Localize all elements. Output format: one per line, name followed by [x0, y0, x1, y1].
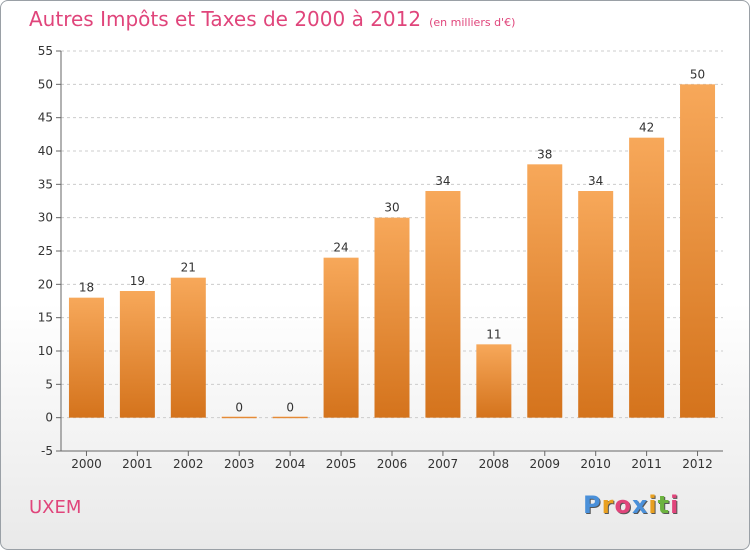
x-tick-label: 2008 — [479, 457, 510, 471]
logo-letter: o — [614, 491, 632, 519]
bar — [221, 416, 257, 419]
data-label: 24 — [333, 241, 348, 255]
bar — [629, 137, 665, 418]
x-tick-label: 2009 — [529, 457, 560, 471]
y-tick-label: 50 — [38, 77, 53, 91]
logo-letter: i — [670, 491, 680, 519]
x-tick-label: 2006 — [377, 457, 408, 471]
bar — [119, 291, 155, 418]
logo-letter: t — [657, 491, 671, 519]
data-label: 18 — [79, 281, 94, 295]
x-tick-label: 2000 — [71, 457, 102, 471]
bar — [578, 191, 614, 418]
y-tick-label: 25 — [38, 244, 53, 258]
data-label: 34 — [588, 174, 603, 188]
data-label: 34 — [435, 174, 450, 188]
x-tick-label: 2004 — [275, 457, 306, 471]
bar — [272, 416, 308, 419]
logo-letter: i — [648, 491, 658, 519]
x-tick-label: 2007 — [428, 457, 459, 471]
y-tick-label: 30 — [38, 211, 53, 225]
y-tick-label: 5 — [45, 377, 53, 391]
data-label: 42 — [639, 121, 654, 135]
x-tick-label: 2001 — [122, 457, 153, 471]
y-tick-label: 10 — [38, 344, 53, 358]
y-tick-label: 20 — [38, 277, 53, 291]
y-tick-label: 55 — [38, 44, 53, 58]
x-tick-label: 2002 — [173, 457, 204, 471]
chart-title-text: Autres Impôts et Taxes de 2000 à 2012 — [29, 7, 422, 31]
data-label: 0 — [286, 401, 294, 415]
x-tick-label: 2011 — [631, 457, 662, 471]
data-label: 21 — [181, 261, 196, 275]
logo-letter: r — [601, 491, 615, 519]
y-tick-label: 35 — [38, 177, 53, 191]
chart-title: Autres Impôts et Taxes de 2000 à 2012 (en… — [29, 7, 515, 31]
data-label: 38 — [537, 147, 552, 161]
data-label: 19 — [130, 274, 145, 288]
town-name: UXEM — [29, 497, 82, 518]
data-label: 11 — [486, 327, 501, 341]
bar — [323, 257, 359, 418]
x-tick-label: 2012 — [682, 457, 713, 471]
x-tick-label: 2005 — [326, 457, 357, 471]
bar — [680, 84, 716, 418]
bar — [68, 297, 104, 418]
data-label: 0 — [235, 401, 243, 415]
y-tick-label: 40 — [38, 144, 53, 158]
chart-unit: (en milliers d'€) — [429, 16, 516, 29]
logo-letter: P — [583, 491, 602, 519]
x-tick-label: 2003 — [224, 457, 255, 471]
proxiti-logo[interactable]: Proxiti — [583, 491, 679, 519]
data-label: 30 — [384, 201, 399, 215]
y-tick-label: -5 — [41, 444, 53, 458]
bar — [527, 164, 563, 418]
data-label: 50 — [690, 67, 705, 81]
y-tick-label: 0 — [45, 411, 53, 425]
x-tick-label: 2010 — [580, 457, 611, 471]
bar — [425, 191, 461, 418]
y-tick-label: 15 — [38, 311, 53, 325]
logo-letter: x — [631, 491, 649, 519]
bar — [476, 344, 512, 418]
bar — [374, 217, 410, 418]
bar — [170, 277, 206, 418]
y-tick-label: 45 — [38, 111, 53, 125]
